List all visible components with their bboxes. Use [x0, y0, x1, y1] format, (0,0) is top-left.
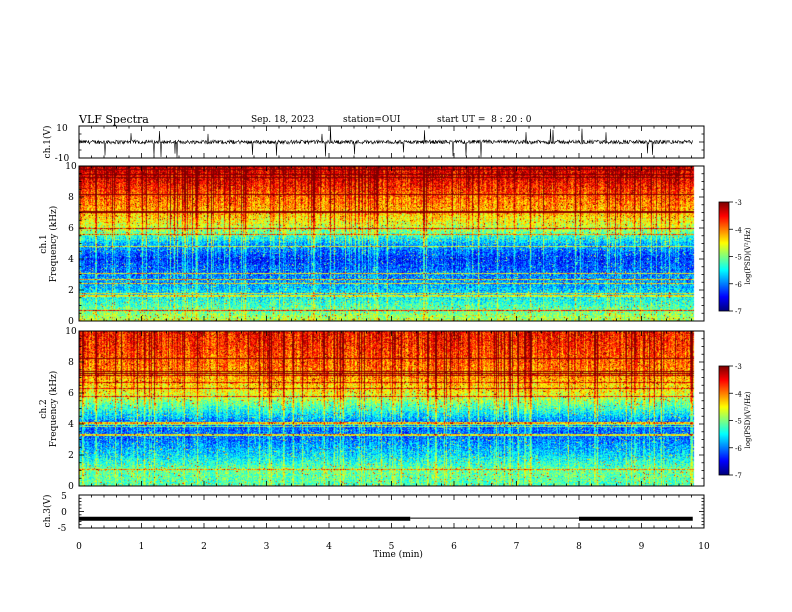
colorbar-tick-label: -7 [735, 472, 742, 480]
time-tick-label: 9 [639, 542, 645, 552]
ch1-waveform-ticks [78, 125, 705, 159]
freq-tick-label: 6 [68, 389, 74, 399]
ch2-spectrogram-ylabel: ch.2 Frequency (kHz) [39, 371, 59, 448]
ch1-spectrogram-panel: 0 2 4 6 8 10 ch.1 Frequency (kHz) [39, 162, 705, 327]
ch1-spectrogram-canvas [79, 166, 704, 321]
freq-tick-label: 0 [68, 482, 74, 492]
time-tick-label: 4 [326, 542, 332, 552]
ch1-waveform-trace [78, 126, 693, 158]
colorbar-tick-label: -4 [735, 390, 742, 398]
ch3-level-trace [79, 516, 693, 521]
time-tick-label: 10 [698, 542, 710, 552]
colorbar-tick-label: -5 [735, 254, 742, 262]
ch1-ytick-bottom: -10 [55, 154, 70, 164]
header-start-ut: start UT = 8 : 20 : 0 [437, 115, 532, 125]
ch1-spectrogram-ylabel: ch.1 Frequency (kHz) [39, 206, 59, 283]
colorbar-tick-label: -3 [735, 199, 742, 207]
ch2-ylabel-frequency: Frequency (kHz) [48, 371, 59, 448]
freq-tick-label: 4 [68, 255, 74, 265]
ch1-ylabel-channel: ch.1 [39, 234, 49, 253]
colorbar-tick-label: -7 [735, 308, 742, 316]
ch1-colorbar: -3 -4 -5 -6 -7 log(PSD)(V²/Hz) [718, 199, 752, 316]
freq-tick-label: 10 [65, 162, 77, 172]
ch3-ytick-bottom: -5 [58, 524, 67, 534]
freq-tick-label: 2 [68, 286, 74, 296]
time-tick-label: 5 [389, 542, 395, 552]
ch2-colorbar: -3 -4 -5 -6 -7 log(PSD)(V²/Hz) [718, 363, 752, 480]
time-axis-label: Time (min) [373, 549, 423, 560]
ch2-spectrogram-ticks: 0 2 4 6 8 10 [65, 327, 705, 492]
ch2-spectrogram-canvas [79, 331, 704, 486]
figure-title: VLF Spectra [79, 113, 149, 126]
ch1-colorbar-ticks: -3 -4 -5 -6 -7 [729, 199, 742, 316]
ch2-colorbar-ticks: -3 -4 -5 -6 -7 [729, 363, 742, 480]
ch2-ylabel-channel: ch.2 [39, 399, 49, 418]
freq-tick-label: 2 [68, 451, 74, 461]
freq-tick-label: 8 [68, 193, 74, 203]
ch1-waveform-ylabel: ch.1(V) [42, 126, 53, 159]
ch2-spectrogram-panel: 0 2 4 6 8 10 ch.2 Frequency (kHz) [39, 327, 705, 492]
time-tick-label: 8 [576, 542, 582, 552]
ch3-ytick-mid: 0 [61, 508, 67, 518]
ch1-spectrogram-ticks: 0 2 4 6 8 10 [65, 162, 705, 327]
ch3-panel: 5 0 -5 ch.3(V) [42, 492, 705, 534]
colorbar-tick-label: -6 [735, 281, 742, 289]
time-tick-label: 3 [264, 542, 270, 552]
colorbar-tick-label: -3 [735, 363, 742, 371]
time-axis-tick-labels: 0 1 2 3 4 5 6 7 8 9 10 [76, 542, 710, 552]
time-tick-label: 0 [76, 542, 82, 552]
ch1-ylabel-frequency: Frequency (kHz) [48, 206, 59, 283]
ch1-colorbar-gradient [719, 202, 729, 311]
ch3-ylabel: ch.3(V) [42, 495, 53, 528]
colorbar-tick-label: -4 [735, 226, 742, 234]
colorbar-tick-label: -5 [735, 418, 742, 426]
ch1-ytick-top: 10 [56, 124, 68, 134]
ch3-ticks [78, 494, 705, 529]
freq-tick-label: 4 [68, 420, 74, 430]
header-date: Sep. 18, 2023 [251, 115, 315, 125]
colorbar-tick-label: -6 [735, 445, 742, 453]
ch1-waveform-panel: 10 -10 ch.1(V) [42, 124, 705, 164]
ch3-ytick-top: 5 [61, 492, 67, 502]
freq-tick-label: 6 [68, 224, 74, 234]
ch1-waveform-line [78, 126, 693, 158]
ch2-colorbar-gradient [719, 366, 729, 475]
ch1-colorbar-label: log(PSD)(V²/Hz) [744, 227, 752, 284]
ch2-colorbar-label: log(PSD)(V²/Hz) [744, 391, 752, 448]
time-tick-label: 7 [514, 542, 520, 552]
time-tick-label: 2 [201, 542, 207, 552]
time-tick-label: 6 [451, 542, 457, 552]
freq-tick-label: 10 [65, 327, 77, 337]
time-tick-label: 1 [139, 542, 145, 552]
header-station: station=OUI [343, 115, 401, 125]
freq-tick-label: 0 [68, 317, 74, 327]
freq-tick-label: 8 [68, 358, 74, 368]
